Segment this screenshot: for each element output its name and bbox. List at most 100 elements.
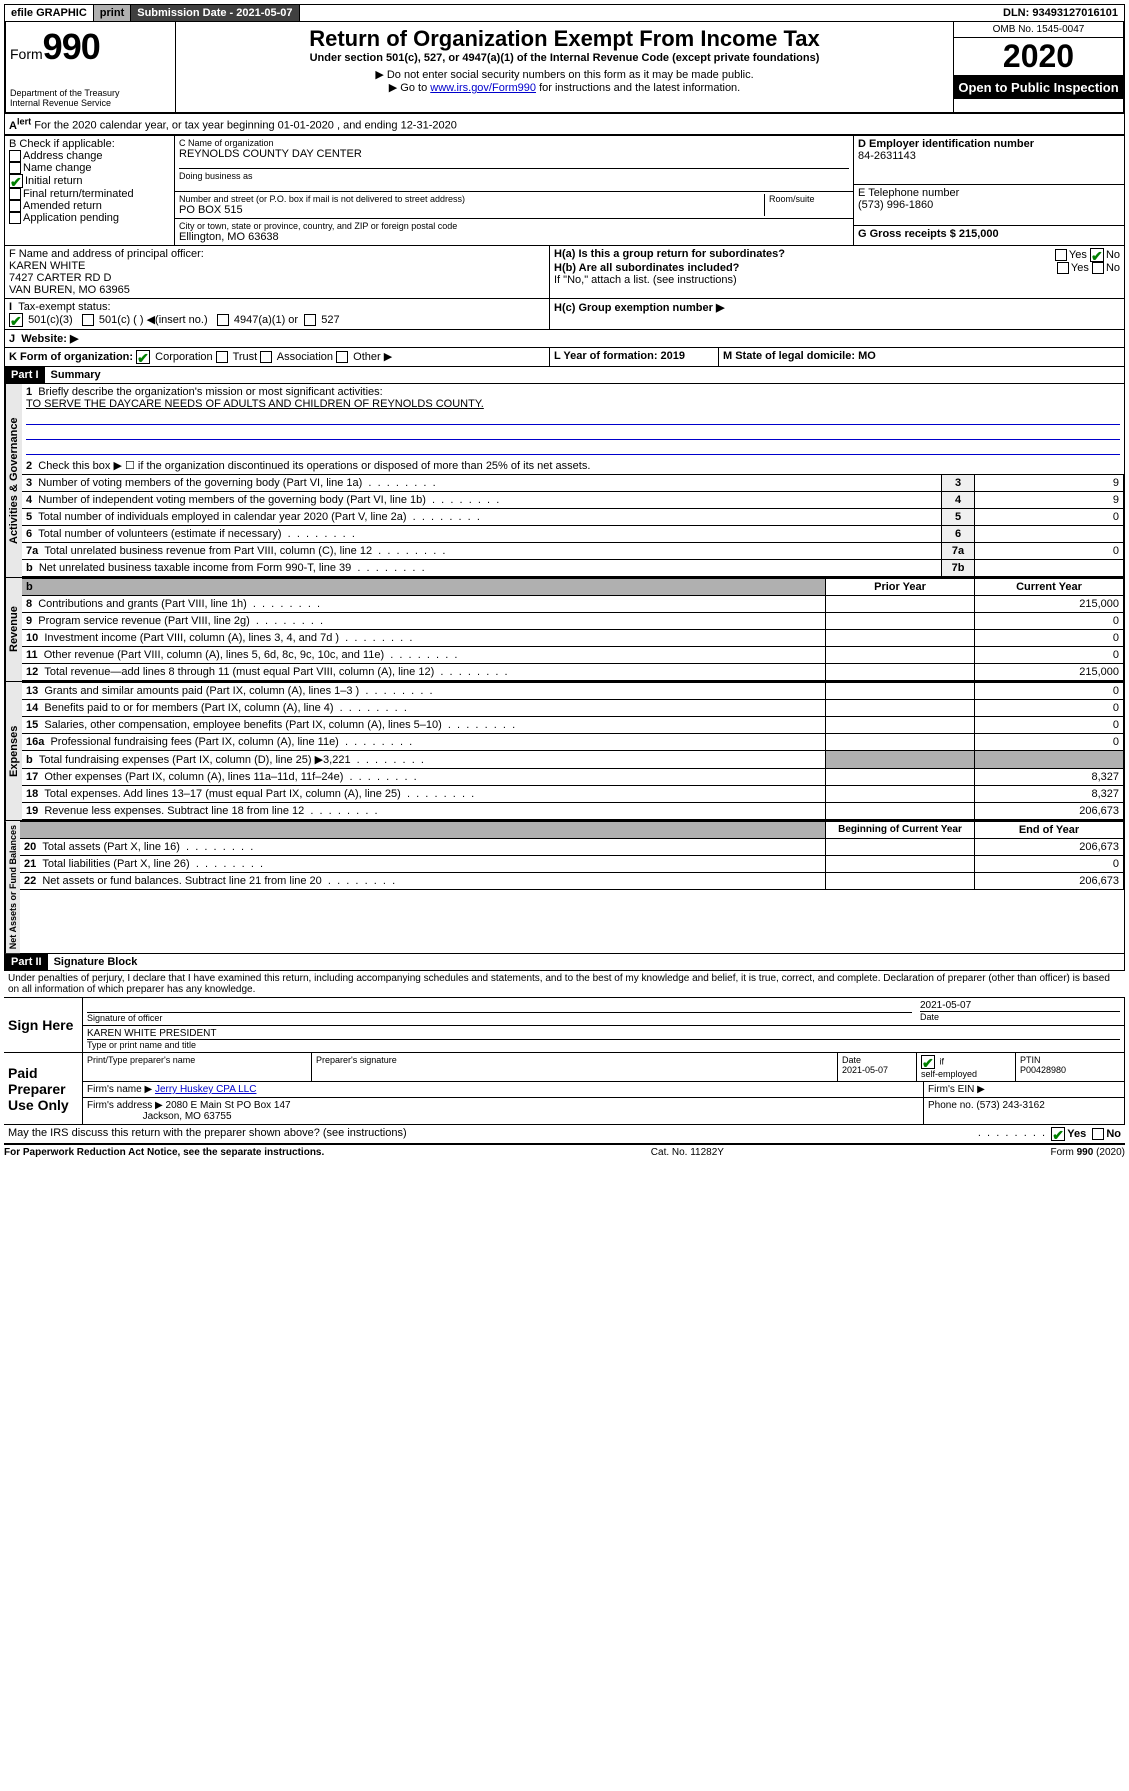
tax-status-label: Tax-exempt status: [18, 301, 110, 313]
gross-receipts: G Gross receipts $ 215,000 [854, 226, 1124, 242]
declaration: Under penalties of perjury, I declare th… [4, 971, 1125, 997]
prep-date: 2021-05-07 [842, 1065, 888, 1075]
table-row: 22 Net assets or fund balances. Subtract… [20, 872, 1124, 889]
dln: DLN: 93493127016101 [997, 5, 1124, 21]
chk-address[interactable] [9, 150, 21, 162]
chk-trust[interactable] [216, 351, 228, 363]
chk-corp[interactable]: ✔ [136, 350, 150, 364]
officer-addr1: 7427 CARTER RD D [9, 272, 545, 284]
table-row: 10 Investment income (Part VIII, column … [22, 629, 1124, 646]
omb-number: OMB No. 1545-0047 [954, 22, 1123, 38]
section-bg: B Check if applicable: Address change Na… [4, 135, 1125, 246]
chk-assoc[interactable] [260, 351, 272, 363]
mission-text: TO SERVE THE DAYCARE NEEDS OF ADULTS AND… [26, 398, 484, 410]
org-address: PO BOX 515 [179, 204, 764, 216]
top-bar: efile GRAPHIC print Submission Date - 20… [4, 4, 1125, 22]
chk-527[interactable] [304, 314, 316, 326]
open-public: Open to Public Inspection [954, 76, 1123, 99]
table-row: 7a Total unrelated business revenue from… [22, 542, 1124, 559]
subtitle-2: ▶ Do not enter social security numbers o… [180, 68, 949, 81]
net-section: Net Assets or Fund Balances Beginning of… [4, 821, 1125, 954]
dba-label: Doing business as [179, 168, 849, 181]
table-row: 8 Contributions and grants (Part VIII, l… [22, 595, 1124, 612]
table-row: 3 Number of voting members of the govern… [22, 474, 1124, 491]
c-label: C Name of organization [179, 138, 849, 148]
chk-501c3[interactable]: ✔ [9, 313, 23, 327]
spacer [300, 5, 997, 21]
table-row: 13 Grants and similar amounts paid (Part… [22, 682, 1124, 699]
table-row: 12 Total revenue—add lines 8 through 11 … [22, 663, 1124, 680]
form-header: Form990 Department of the Treasury Inter… [4, 22, 1125, 114]
chk-name[interactable] [9, 162, 21, 174]
city-label: City or town, state or province, country… [179, 221, 849, 231]
efile-label: efile GRAPHIC [5, 5, 94, 21]
table-row: 11 Other revenue (Part VIII, column (A),… [22, 646, 1124, 663]
sign-here: Sign Here [4, 998, 83, 1053]
instructions-link[interactable]: www.irs.gov/Form990 [430, 82, 536, 94]
room-label: Room/suite [765, 194, 849, 216]
table-row: 5 Total number of individuals employed i… [22, 508, 1124, 525]
discuss-row: May the IRS discuss this return with the… [4, 1125, 1125, 1143]
chk-self-employed[interactable]: ✔ [921, 1055, 935, 1069]
sidebar-net: Net Assets or Fund Balances [5, 821, 20, 953]
cat-no: Cat. No. 11282Y [651, 1147, 724, 1158]
form-number: 990 [43, 26, 100, 67]
sig-officer-label: Signature of officer [87, 1012, 912, 1023]
line2: Check this box ▶ ☐ if the organization d… [38, 460, 590, 472]
table-row: 6 Total number of volunteers (estimate i… [22, 525, 1124, 542]
officer-addr2: VAN BUREN, MO 63965 [9, 284, 545, 296]
submission-date: Submission Date - 2021-05-07 [131, 5, 299, 21]
d-label: D Employer identification number [858, 138, 1120, 150]
table-row: 17 Other expenses (Part IX, column (A), … [22, 768, 1124, 785]
table-row: 15 Salaries, other compensation, employe… [22, 716, 1124, 733]
chk-501c[interactable] [82, 314, 94, 326]
org-name: REYNOLDS COUNTY DAY CENTER [179, 148, 849, 160]
line-a: Alert For the 2020 calendar year, or tax… [4, 114, 1125, 135]
mission-label: Briefly describe the organization's miss… [38, 386, 382, 398]
phone: (573) 996-1860 [858, 199, 1120, 211]
ptin: P00428980 [1020, 1065, 1066, 1075]
chk-initial[interactable]: ✔ [9, 174, 23, 188]
hb-yes[interactable] [1057, 262, 1069, 274]
table-row: 20 Total assets (Part X, line 16) . . . … [20, 838, 1124, 855]
org-city: Ellington, MO 63638 [179, 231, 849, 243]
firm-ein: Firm's EIN ▶ [924, 1082, 1124, 1097]
eoy-hdr: End of Year [975, 821, 1124, 838]
part1-body: Activities & Governance 1 Briefly descri… [4, 384, 1125, 578]
firm-name-link[interactable]: Jerry Huskey CPA LLC [155, 1084, 257, 1095]
k-label: K Form of organization: [9, 351, 133, 363]
part2-header: Part II Signature Block [4, 954, 1125, 971]
sidebar-exp: Expenses [5, 682, 22, 820]
section-j: J Website: ▶ [4, 330, 1125, 348]
discuss-yes[interactable]: ✔ [1051, 1127, 1065, 1141]
chk-other[interactable] [336, 351, 348, 363]
chk-4947[interactable] [217, 314, 229, 326]
addr-label: Number and street (or P.O. box if mail i… [179, 194, 764, 204]
m-label: M State of legal domicile: MO [723, 350, 876, 362]
rev-section: Revenue b Prior Year Current Year 8 Cont… [4, 578, 1125, 682]
tax-year: 2020 [954, 38, 1123, 76]
table-row: 9 Program service revenue (Part VIII, li… [22, 612, 1124, 629]
sig-date: 2021-05-07 [920, 1000, 1120, 1011]
hb-note: If "No," attach a list. (see instruction… [554, 274, 1120, 286]
form-label: Form [10, 46, 43, 62]
section-klm: K Form of organization: ✔ Corporation Tr… [4, 348, 1125, 367]
officer-name-title: KAREN WHITE PRESIDENT [87, 1028, 1120, 1039]
chk-application[interactable] [9, 212, 21, 224]
f-label: F Name and address of principal officer: [9, 248, 545, 260]
chk-amended[interactable] [9, 200, 21, 212]
paid-preparer: Paid Preparer Use Only [4, 1053, 83, 1125]
ha-label: H(a) Is this a group return for subordin… [554, 248, 785, 260]
sidebar-gov: Activities & Governance [5, 384, 22, 577]
dept-label: Department of the Treasury [10, 88, 171, 98]
b-label: B Check if applicable: [9, 138, 170, 150]
prior-year-hdr: Prior Year [826, 578, 975, 595]
ha-no[interactable]: ✔ [1090, 248, 1104, 262]
current-year-hdr: Current Year [975, 578, 1124, 595]
officer-name: KAREN WHITE [9, 260, 545, 272]
table-row: 16a Professional fundraising fees (Part … [22, 733, 1124, 750]
print-button[interactable]: print [94, 5, 131, 21]
ha-yes[interactable] [1055, 249, 1067, 261]
discuss-no[interactable] [1092, 1128, 1104, 1140]
prep-sig-label: Preparer's signature [312, 1053, 838, 1081]
